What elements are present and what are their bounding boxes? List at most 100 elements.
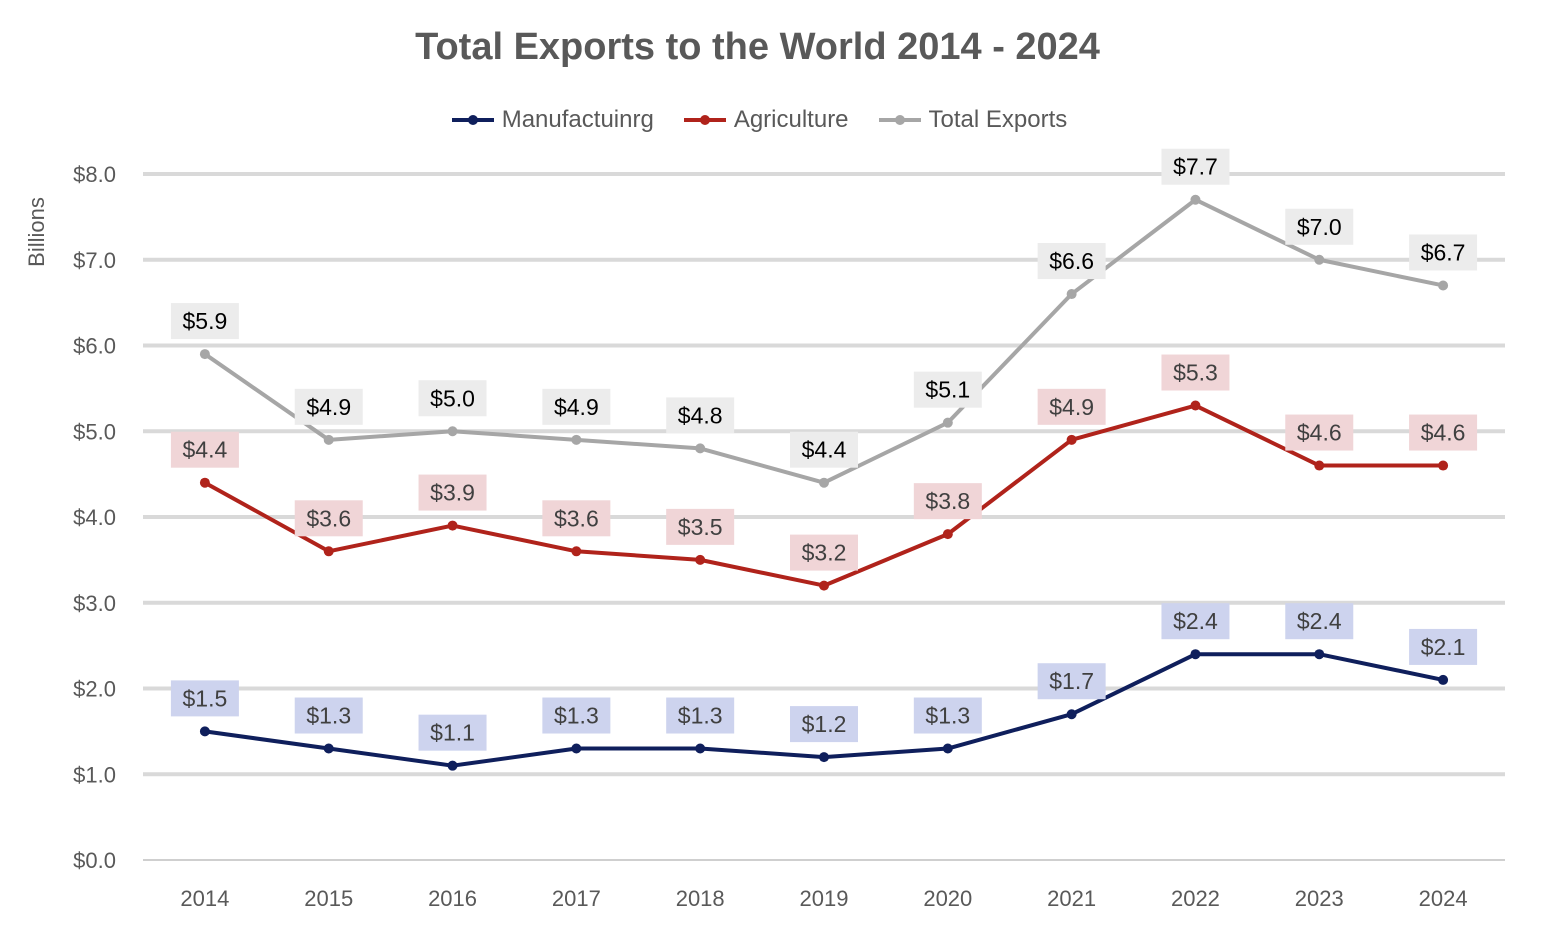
x-tick-label: 2015: [304, 886, 353, 911]
x-tick-label: 2018: [676, 886, 725, 911]
data-label: $3.8: [925, 488, 970, 514]
legend-label: Agriculture: [733, 106, 849, 133]
legend-label: Total Exports: [928, 106, 1068, 133]
data-label: $7.0: [1297, 214, 1342, 240]
x-tick-label: 2020: [923, 886, 972, 911]
data-label: $5.0: [430, 385, 475, 411]
data-label: $2.4: [1297, 608, 1342, 634]
legend-marker-agriculture: [683, 115, 726, 125]
data-label: $4.6: [1297, 420, 1342, 446]
data-label-background: [1285, 414, 1354, 451]
data-label: $1.3: [678, 703, 723, 729]
y-axis-label: Billions: [24, 197, 49, 267]
y-tick-label: $4.0: [73, 505, 116, 530]
data-label: $5.1: [925, 377, 970, 403]
data-label: $6.7: [1421, 239, 1466, 265]
data-label: $4.8: [678, 402, 723, 428]
x-tick-label: 2021: [1047, 886, 1096, 911]
x-tick-label: 2024: [1419, 886, 1468, 911]
data-label-background: [790, 534, 858, 571]
data-label: $3.6: [306, 505, 351, 531]
data-point: [1066, 434, 1077, 445]
data-point: [571, 546, 582, 557]
y-tick-label: $8.0: [73, 162, 116, 187]
x-tick-label: 2017: [552, 886, 601, 911]
data-label-background: [294, 388, 363, 425]
y-tick-label: $6.0: [73, 334, 116, 359]
x-tick-label: 2023: [1295, 886, 1344, 911]
chart-title: Total Exports to the World 2014 - 2024: [415, 26, 1100, 68]
legend-marker-manufacturing: [451, 115, 494, 125]
data-label: $5.9: [183, 308, 228, 334]
y-tick-label: $1.0: [73, 762, 116, 787]
legend: Manufactuinrg Agriculture Total Exports: [0, 106, 1515, 134]
y-tick-label: $5.0: [73, 419, 116, 444]
data-label: $4.4: [183, 437, 228, 463]
data-point: [942, 529, 953, 540]
data-label: $3.5: [678, 514, 723, 540]
data-point: [323, 546, 334, 557]
data-label-background: [1409, 234, 1478, 271]
data-point: [199, 726, 210, 737]
data-label: $4.9: [554, 394, 599, 420]
data-point: [1438, 674, 1449, 685]
data-label-background: [1285, 603, 1354, 640]
data-point: [942, 743, 953, 754]
data-point: [1314, 460, 1325, 471]
data-label: $7.7: [1173, 154, 1218, 180]
data-label-background: [1161, 354, 1230, 391]
data-label: $3.6: [554, 505, 599, 531]
data-point: [695, 743, 706, 754]
x-tick-label: 2016: [428, 886, 477, 911]
data-label-background: [542, 500, 611, 537]
data-point: [571, 743, 582, 754]
data-point: [199, 477, 210, 488]
data-label-background: [170, 431, 239, 468]
data-label: $4.9: [1049, 394, 1094, 420]
data-point: [1190, 400, 1201, 411]
data-label-background: [1161, 603, 1230, 640]
data-point: [819, 580, 829, 591]
data-label: $3.9: [430, 480, 475, 506]
series-total-exports: [199, 194, 1449, 488]
y-tick-label: $3.0: [73, 591, 116, 616]
data-label: $1.3: [925, 703, 970, 729]
data-label: $4.9: [306, 394, 351, 420]
data-label-background: [666, 508, 735, 545]
data-label: $6.6: [1049, 248, 1094, 274]
series-manufactuinrg: [199, 649, 1449, 771]
data-point: [571, 434, 582, 445]
x-tick-label: 2014: [180, 886, 229, 911]
data-point: [1066, 709, 1077, 720]
data-point: [1190, 649, 1201, 660]
data-point: [1190, 194, 1201, 205]
data-label: $1.7: [1049, 668, 1094, 694]
data-label-background: [542, 388, 611, 425]
data-point: [323, 434, 334, 445]
series-agriculture: [199, 400, 1449, 591]
data-label-background: [913, 483, 982, 520]
data-label: $5.3: [1173, 360, 1218, 386]
x-tick-label: 2022: [1171, 886, 1220, 911]
data-label-background: [1161, 148, 1230, 185]
data-label-background: [294, 500, 363, 537]
data-label-background: [913, 371, 982, 408]
data-point: [695, 443, 706, 454]
data-label-background: [170, 303, 239, 340]
data-label-background: [1037, 663, 1106, 700]
data-label: $2.1: [1421, 634, 1466, 660]
data-point: [1314, 254, 1325, 265]
y-tick-label: $0.0: [73, 848, 116, 873]
data-point: [447, 426, 458, 437]
data-label: $1.1: [430, 720, 475, 746]
data-label-background: [294, 697, 363, 734]
data-label-background: [666, 697, 735, 734]
legend-item-agriculture: Agriculture: [680, 106, 849, 134]
data-point: [695, 554, 706, 565]
data-label-background: [913, 697, 982, 734]
data-label-background: [1037, 243, 1106, 280]
data-point: [447, 760, 458, 771]
data-label: $1.3: [554, 703, 599, 729]
data-label: $2.4: [1173, 608, 1218, 634]
